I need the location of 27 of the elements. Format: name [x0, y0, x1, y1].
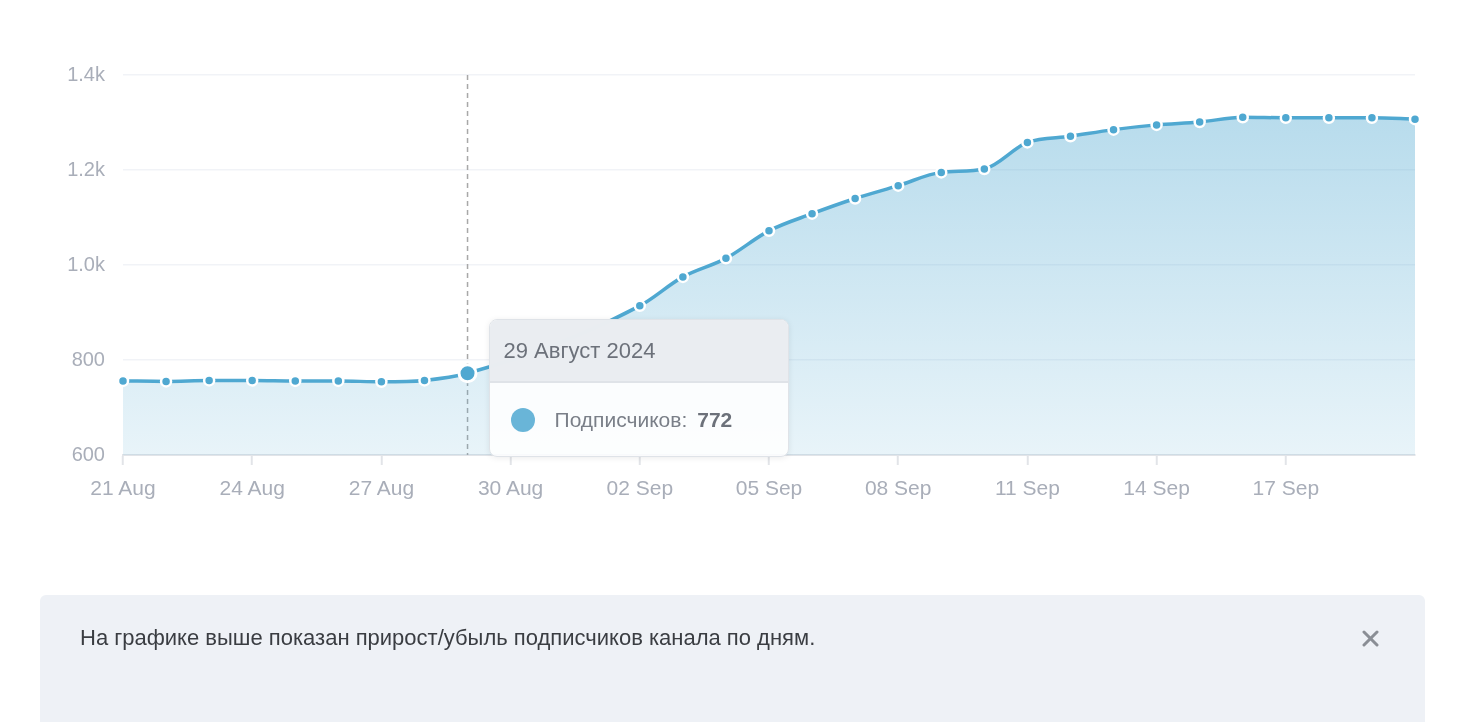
note-panel: На графике выше показан прирост/убыль подписчиков канала по дням.: [40, 595, 1425, 722]
point: [848, 192, 862, 205]
point: [719, 252, 733, 265]
y-tick-label: 1.2k: [67, 157, 106, 180]
y-tick-label: 600: [71, 442, 105, 465]
annotation: Подписчиков: 772: [554, 407, 733, 432]
x-tick-label: 24 Aug: [219, 476, 285, 500]
tooltip-panel: 29 Август 2024 Подписчиков: 772: [488, 319, 789, 458]
y-tick-label: 800: [71, 347, 105, 370]
x-tick-label: 30 Aug: [477, 476, 544, 500]
x-tick-label: 21 Aug: [90, 476, 156, 500]
point: [202, 374, 216, 387]
y-tick-label: 1.4k: [67, 62, 106, 85]
point: [676, 270, 690, 284]
x-tick-label: 02 Sep: [606, 476, 674, 500]
point: [762, 224, 776, 238]
point: [245, 374, 259, 387]
y-tick-label: 1.0k: [67, 252, 106, 275]
annotation: 29 Август 2024: [489, 320, 788, 384]
x-tick-label: 11 Sep: [994, 476, 1060, 500]
x-tick-label: 17 Sep: [1252, 476, 1320, 500]
x-tick-label: 14 Sep: [1123, 476, 1190, 500]
x-tick-label: 27 Aug: [348, 476, 415, 500]
x-tick-label: 08 Sep: [864, 476, 932, 500]
point: [633, 299, 647, 313]
point: [159, 375, 173, 388]
x-tick-label: 05 Sep: [735, 476, 803, 500]
